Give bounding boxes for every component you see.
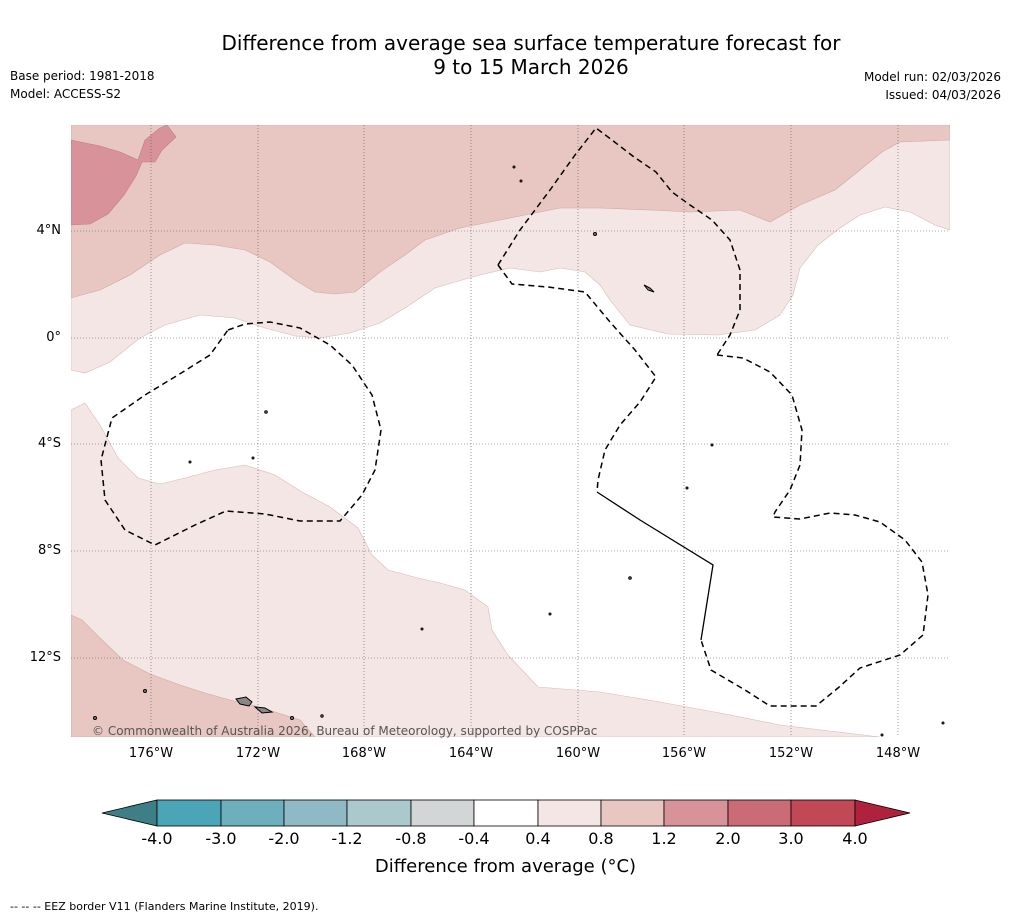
colorbar-swatch (283, 799, 348, 827)
island-dot (941, 721, 945, 725)
anomaly-zone-1.2-2.0-northwest (71, 125, 177, 226)
island-dot (519, 179, 523, 183)
colorbar-swatch (220, 799, 285, 827)
lat-label-4n: 4°N (36, 223, 62, 238)
colorbar-tick-label: 3.0 (778, 829, 804, 848)
island-dot (251, 456, 255, 460)
island-dot (93, 716, 97, 720)
colorbar-title: Difference from average (°C) (374, 856, 637, 877)
colorbar-swatch (727, 799, 792, 827)
lat-label-8s: 8°S (37, 543, 61, 558)
gridlines (71, 125, 950, 737)
colorbar-tick-label: -3.0 (205, 829, 237, 848)
colorbar-tick-label: -2.0 (268, 829, 300, 848)
eez-border-cook-north (700, 354, 929, 707)
island-samoa-savaii (235, 696, 253, 707)
island-dot (264, 410, 268, 414)
colorbar-swatch (346, 799, 412, 827)
meta-left: Base period: 1981-2018 Model: ACCESS-S2 (10, 67, 155, 103)
colorbar-swatch (156, 799, 222, 827)
island-dot (710, 443, 714, 447)
lon-label-148w: 148°W (875, 746, 921, 761)
island-dot (880, 733, 884, 737)
islands (93, 165, 945, 737)
colorbar-tick-label: 0.8 (588, 829, 614, 848)
anomaly-zone-0.8-1.2-north (71, 125, 950, 299)
lat-label-12s: 12°S (29, 650, 61, 665)
anomaly-zone-0.4-0.8-south (71, 402, 881, 737)
lon-label-164w: 164°W (448, 746, 494, 761)
eez-legend-text: -- -- -- EEZ border V11 (Flanders Marine… (10, 900, 319, 913)
chart-title: Difference from average sea surface temp… (0, 31, 1011, 79)
colorbar-swatch-above (854, 799, 911, 827)
island-dot (420, 627, 424, 631)
island-dot (188, 460, 192, 464)
base-period-text: Base period: 1981-2018 (10, 69, 155, 83)
lat-label-0: 0° (46, 330, 61, 345)
island-kiritimati (643, 284, 655, 293)
lon-label-172w: 172°W (235, 746, 281, 761)
colorbar-tick-label: 1.2 (651, 829, 677, 848)
lon-label-156w: 156°W (661, 746, 707, 761)
island-dot (548, 612, 552, 616)
colorbar-tick-label: 0.4 (525, 829, 551, 848)
colorbar-tick-label: 4.0 (842, 829, 868, 848)
island-dot (512, 165, 516, 169)
island-dot (290, 716, 294, 720)
colorbar-tick-label: -0.4 (458, 829, 490, 848)
island-dot (593, 232, 597, 236)
colorbar-swatch (410, 799, 475, 827)
map-plot-area (71, 125, 950, 737)
colorbar-swatch (473, 799, 539, 827)
eez-borders (100, 126, 929, 707)
model-text: Model: ACCESS-S2 (10, 87, 122, 101)
title-line-1: Difference from average sea surface temp… (221, 31, 841, 55)
island-dot (685, 486, 689, 490)
eez-border-solid-segment (596, 491, 714, 641)
colorbar-tick-label: -1.2 (331, 829, 363, 848)
colorbar-swatch (663, 799, 729, 827)
colorbar-swatch (537, 799, 602, 827)
colorbar-swatch-below (101, 799, 158, 827)
colorbar-tick-label: 2.0 (715, 829, 741, 848)
meta-right: Model run: 02/03/2026 Issued: 04/03/2026 (864, 68, 1001, 104)
colorbar-swatch (790, 799, 856, 827)
lat-label-4s: 4°S (37, 436, 61, 451)
title-line-2: 9 to 15 March 2026 (433, 55, 629, 79)
eez-border-kiribati-south (497, 264, 657, 493)
island-dot (320, 714, 324, 718)
colorbar-tick-label: -4.0 (141, 829, 173, 848)
island-dot (143, 689, 147, 693)
eez-border-kiribati-line (497, 126, 741, 356)
colorbar (101, 799, 911, 827)
island-samoa-upolu (253, 706, 274, 714)
island-dot (628, 576, 632, 580)
colorbar-swatch (600, 799, 665, 827)
colorbar-tick-label: -0.8 (395, 829, 427, 848)
model-run-text: Model run: 02/03/2026 (863, 70, 1001, 84)
issued-text: Issued: 04/03/2026 (885, 88, 1001, 102)
eez-border-tokelau (100, 321, 382, 546)
lon-label-176w: 176°W (128, 746, 174, 761)
lon-label-152w: 152°W (768, 746, 814, 761)
lon-label-168w: 168°W (341, 746, 387, 761)
lon-label-160w: 160°W (555, 746, 601, 761)
copyright-text: © Commonwealth of Australia 2026, Bureau… (92, 724, 598, 738)
